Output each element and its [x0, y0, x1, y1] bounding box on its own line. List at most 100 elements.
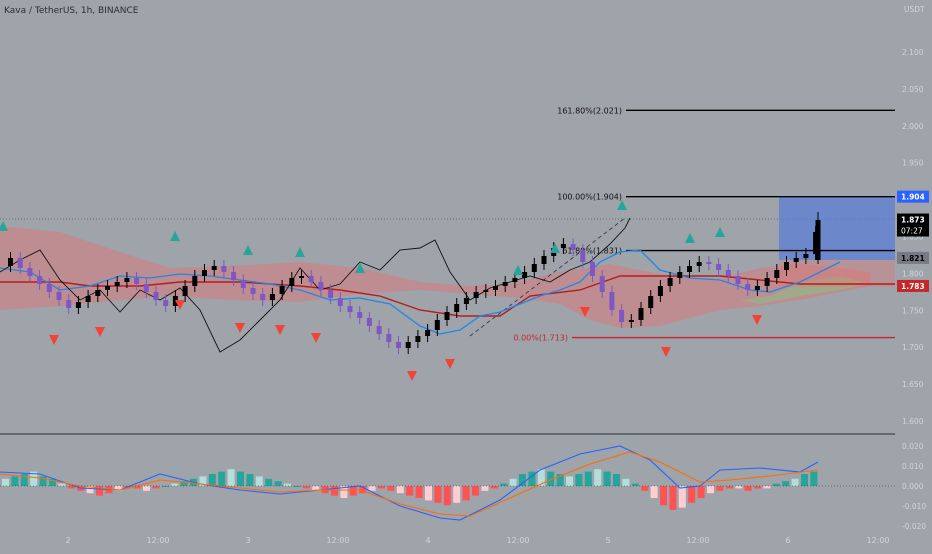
- candle-body[interactable]: [667, 278, 673, 286]
- candles[interactable]: [8, 212, 821, 354]
- candle-body[interactable]: [318, 282, 324, 290]
- candle-body[interactable]: [269, 294, 275, 300]
- candle-body[interactable]: [366, 318, 372, 326]
- mid-level-price-label: 1.821: [901, 254, 925, 263]
- candle-body[interactable]: [299, 276, 304, 278]
- candle-body[interactable]: [240, 280, 246, 288]
- candle-body[interactable]: [735, 276, 741, 284]
- candle-body[interactable]: [531, 264, 537, 272]
- candle-body[interactable]: [56, 292, 62, 300]
- candle-body[interactable]: [231, 272, 237, 280]
- candle-body[interactable]: [803, 254, 809, 258]
- candle-body[interactable]: [328, 290, 334, 298]
- candle-body[interactable]: [308, 276, 314, 282]
- candle-body[interactable]: [172, 296, 178, 306]
- candle-body[interactable]: [211, 266, 217, 270]
- candle-body[interactable]: [250, 288, 256, 294]
- candle-body[interactable]: [774, 270, 780, 278]
- candle-body[interactable]: [163, 300, 169, 306]
- candle-body[interactable]: [580, 250, 586, 262]
- candle-body[interactable]: [725, 270, 731, 276]
- candle-body[interactable]: [493, 286, 498, 290]
- candle-body[interactable]: [27, 268, 33, 276]
- candle-body[interactable]: [415, 336, 421, 342]
- candle-body[interactable]: [95, 290, 101, 296]
- candle-body[interactable]: [66, 300, 72, 308]
- candle-body[interactable]: [134, 278, 140, 284]
- candle-body[interactable]: [648, 296, 654, 308]
- candle-body[interactable]: [716, 264, 722, 270]
- candle-body[interactable]: [764, 278, 770, 286]
- candle-body[interactable]: [512, 278, 518, 282]
- candle-body[interactable]: [628, 320, 634, 322]
- candle-body[interactable]: [793, 258, 799, 262]
- candle-body[interactable]: [599, 276, 605, 292]
- candle-body[interactable]: [386, 334, 392, 342]
- macd-histogram-bar: [594, 469, 602, 486]
- candle-body[interactable]: [357, 312, 363, 318]
- candle-body[interactable]: [124, 278, 130, 282]
- candle-body[interactable]: [745, 284, 751, 290]
- candle-body[interactable]: [483, 290, 489, 292]
- candle-body[interactable]: [153, 292, 159, 300]
- candle-body[interactable]: [337, 298, 343, 306]
- macd-histogram-bar: [284, 483, 291, 486]
- candle-body[interactable]: [279, 286, 285, 294]
- candle-body[interactable]: [347, 306, 353, 312]
- candle-body[interactable]: [657, 286, 663, 296]
- candle-body[interactable]: [706, 262, 712, 264]
- candle-body[interactable]: [696, 262, 702, 266]
- candle-body[interactable]: [638, 308, 644, 320]
- candle-body[interactable]: [202, 270, 207, 276]
- candle-body[interactable]: [754, 286, 760, 290]
- candle-body[interactable]: [619, 310, 625, 322]
- macd-histogram-bar: [660, 486, 667, 506]
- long-position-target-zone[interactable]: [779, 197, 895, 260]
- fib-trend-line[interactable]: [469, 217, 626, 337]
- candle-body[interactable]: [37, 276, 43, 284]
- candle-body[interactable]: [405, 342, 411, 348]
- candle-body[interactable]: [463, 298, 469, 304]
- candle-body[interactable]: [687, 266, 692, 272]
- candle-body[interactable]: [114, 282, 120, 286]
- fib-level-label: 161.80%(2.021): [557, 106, 622, 115]
- candle-body[interactable]: [46, 284, 52, 292]
- target-price-label-bg: [897, 190, 929, 203]
- candle-body[interactable]: [105, 286, 110, 290]
- macd-histogram-bar: [406, 486, 414, 496]
- macd-histogram-bar: [744, 486, 752, 491]
- candle-body[interactable]: [75, 302, 81, 308]
- candle-body[interactable]: [570, 244, 576, 250]
- candle-body[interactable]: [815, 220, 821, 260]
- candle-body[interactable]: [502, 282, 508, 286]
- candle-body[interactable]: [143, 284, 149, 292]
- candle-body[interactable]: [85, 296, 91, 302]
- candle-body[interactable]: [522, 272, 528, 278]
- candle-body[interactable]: [396, 342, 401, 348]
- candle-body[interactable]: [784, 262, 789, 270]
- candle-body[interactable]: [473, 292, 479, 298]
- candle-body[interactable]: [260, 294, 266, 300]
- candle-body[interactable]: [425, 330, 431, 336]
- candle-body[interactable]: [444, 312, 450, 320]
- candle-body[interactable]: [677, 272, 683, 278]
- candle-body[interactable]: [182, 286, 188, 296]
- macd-histogram-bar: [528, 471, 536, 486]
- candle-body[interactable]: [376, 326, 382, 334]
- price-pane[interactable]: 161.80%(2.021) 100.00%(1.904) 61.80%(1.831…: [0, 106, 895, 381]
- candle-body[interactable]: [221, 266, 227, 272]
- candle-body[interactable]: [434, 320, 440, 330]
- price-axis-tick: 2.000: [902, 122, 924, 131]
- candle-body[interactable]: [8, 258, 13, 266]
- candle-body[interactable]: [192, 276, 198, 286]
- candle-body[interactable]: [609, 292, 615, 310]
- candle-body[interactable]: [590, 262, 595, 276]
- candle-body[interactable]: [454, 304, 460, 312]
- candle-body[interactable]: [289, 278, 295, 286]
- candle-body[interactable]: [560, 244, 566, 248]
- macd-pane[interactable]: [0, 445, 895, 521]
- candle-body[interactable]: [17, 258, 23, 268]
- candle-body[interactable]: [541, 256, 547, 264]
